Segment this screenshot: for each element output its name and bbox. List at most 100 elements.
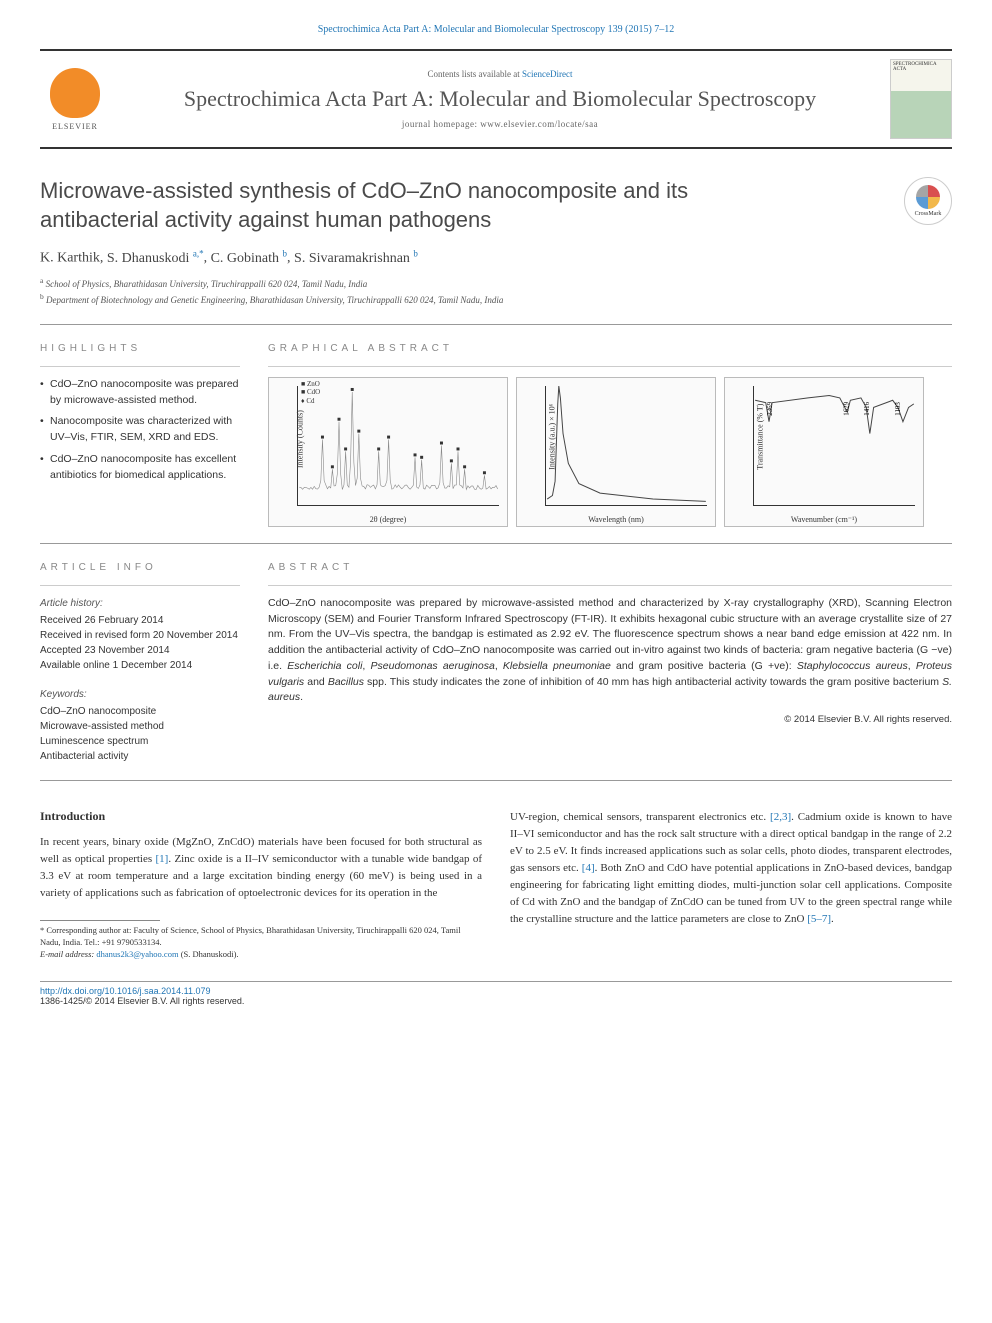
paper-title: Microwave-assisted synthesis of CdO–ZnO … (40, 177, 800, 234)
journal-header: ELSEVIER Contents lists available at Sci… (40, 49, 952, 149)
issn-copyright: 1386-1425/© 2014 Elsevier B.V. All right… (40, 996, 244, 1006)
keyword-item: Luminescence spectrum (40, 734, 240, 749)
xrd-marker (357, 429, 360, 432)
xrd-marker (387, 435, 390, 438)
divider (40, 780, 952, 781)
ga-panel-xrd: ■ ZnO■ CdO♦ Cd Intensity (Counts) 2θ (de… (268, 377, 508, 527)
ftir-label: 1416 (863, 401, 871, 415)
abstract-text: CdO–ZnO nanocomposite was prepared by mi… (268, 596, 952, 706)
homepage-line: journal homepage: www.elsevier.com/locat… (126, 119, 874, 129)
xrd-marker (331, 465, 334, 468)
highlight-item: CdO–ZnO nanocomposite was prepared by mi… (40, 377, 240, 409)
homepage-url[interactable]: www.elsevier.com/locate/saa (480, 119, 598, 129)
ga-x-axis-label: Wavenumber (cm⁻¹) (791, 515, 857, 524)
author: K. Karthik (40, 251, 100, 266)
reference-link[interactable]: [2,3] (770, 811, 791, 823)
history-line: Accepted 23 November 2014 (40, 643, 240, 658)
author: C. Gobinath b (211, 251, 287, 266)
sciencedirect-link[interactable]: ScienceDirect (522, 69, 572, 79)
introduction-col1: In recent years, binary oxide (MgZnO, Zn… (40, 834, 482, 902)
divider (40, 543, 952, 544)
crossmark-badge[interactable]: CrossMark (904, 177, 952, 225)
introduction-col2: UV-region, chemical sensors, transparent… (510, 809, 952, 928)
xrd-marker (440, 441, 443, 444)
article-history-heading: Article history: (40, 596, 240, 611)
xrd-marker (344, 447, 347, 450)
email-label: E-mail address: (40, 949, 94, 959)
highlight-item: CdO–ZnO nanocomposite has excellent anti… (40, 452, 240, 484)
contents-prefix: Contents lists available at (428, 69, 522, 79)
affiliations: a School of Physics, Bharathidasan Unive… (40, 275, 952, 308)
divider (40, 585, 240, 586)
abstract-label: ABSTRACT (268, 562, 952, 573)
xrd-marker (450, 459, 453, 462)
email-suffix: (S. Dhanuskodi). (181, 949, 239, 959)
reference-link[interactable]: [1] (156, 853, 169, 865)
xrd-marker (338, 418, 341, 421)
footnote-separator (40, 920, 160, 921)
introduction-section: Introduction In recent years, binary oxi… (40, 809, 952, 961)
reference-link[interactable]: [4] (582, 862, 595, 874)
highlights-label: HIGHLIGHTS (40, 343, 240, 354)
contents-line: Contents lists available at ScienceDirec… (126, 69, 874, 79)
keyword-item: Antibacterial activity (40, 749, 240, 764)
pl-plot-svg: 422 (546, 386, 707, 505)
introduction-heading: Introduction (40, 809, 482, 824)
author: S. Sivaramakrishnan b (294, 251, 418, 266)
divider (268, 585, 952, 586)
history-line: Available online 1 December 2014 (40, 658, 240, 673)
elsevier-tree-icon (50, 68, 100, 118)
xrd-marker (351, 388, 354, 391)
highlights-list: CdO–ZnO nanocomposite was prepared by mi… (40, 377, 240, 484)
keyword-item: Microwave-assisted method (40, 719, 240, 734)
abstract-copyright: © 2014 Elsevier B.V. All rights reserved… (268, 714, 952, 725)
affiliation: b Department of Biotechnology and Geneti… (40, 291, 952, 308)
xrd-marker (420, 456, 423, 459)
xrd-plot-svg (298, 386, 499, 505)
ftir-label: 1629 (842, 401, 850, 415)
highlight-item: Nanocomposite was characterized with UV–… (40, 414, 240, 446)
history-line: Received in revised form 20 November 201… (40, 628, 240, 643)
xrd-marker (377, 447, 380, 450)
reference-link[interactable]: [5–7] (807, 913, 831, 925)
ftir-label: 1103 (894, 401, 902, 415)
article-history: Article history: Received 26 February 20… (40, 596, 240, 673)
doi-link[interactable]: http://dx.doi.org/10.1016/j.saa.2014.11.… (40, 986, 210, 996)
header-citation: Spectrochimica Acta Part A: Molecular an… (40, 24, 952, 35)
footnote-text-body: Corresponding author at: Faculty of Scie… (40, 925, 461, 947)
article-info-label: ARTICLE INFO (40, 562, 240, 573)
elsevier-logo[interactable]: ELSEVIER (40, 59, 110, 139)
corresponding-email[interactable]: dhanus2k3@yahoo.com (96, 949, 178, 959)
corresponding-author-footnote: * Corresponding author at: Faculty of Sc… (40, 925, 482, 961)
ftir-plot-svg: 2369 1629 1416 1103 (754, 386, 915, 505)
affiliation: a School of Physics, Bharathidasan Unive… (40, 275, 952, 292)
keywords-heading: Keywords: (40, 687, 240, 702)
history-line: Received 26 February 2014 (40, 613, 240, 628)
divider (40, 366, 240, 367)
xrd-marker (483, 471, 486, 474)
keyword-item: CdO–ZnO nanocomposite (40, 704, 240, 719)
page-footer: http://dx.doi.org/10.1016/j.saa.2014.11.… (40, 981, 952, 1006)
journal-cover-thumbnail[interactable]: SPECTROCHIMICA ACTA (890, 59, 952, 139)
divider (268, 366, 952, 367)
ga-panel-pl: Intensity (a.u.) × 10⁶ 422 Wavelength (n… (516, 377, 716, 527)
author: S. Dhanuskodi a,* (107, 251, 204, 266)
authors-line: K. Karthik, S. Dhanuskodi a,*, C. Gobina… (40, 248, 952, 267)
header-center: Contents lists available at ScienceDirec… (126, 69, 874, 129)
ftir-label: 2369 (766, 401, 774, 415)
divider (40, 324, 952, 325)
cover-label: SPECTROCHIMICA ACTA (893, 62, 949, 72)
xrd-marker (463, 465, 466, 468)
graphical-abstract: ■ ZnO■ CdO♦ Cd Intensity (Counts) 2θ (de… (268, 377, 952, 527)
xrd-marker (414, 453, 417, 456)
ga-x-axis-label: 2θ (degree) (370, 515, 406, 524)
crossmark-label: CrossMark (915, 211, 942, 217)
crossmark-icon (916, 185, 940, 209)
keywords-block: Keywords: CdO–ZnO nanocompositeMicrowave… (40, 687, 240, 764)
xrd-marker (457, 447, 460, 450)
xrd-marker (321, 435, 324, 438)
homepage-prefix: journal homepage: (402, 119, 480, 129)
footnote-marker: * (40, 925, 44, 935)
journal-name: Spectrochimica Acta Part A: Molecular an… (126, 85, 874, 113)
elsevier-label: ELSEVIER (52, 122, 98, 131)
